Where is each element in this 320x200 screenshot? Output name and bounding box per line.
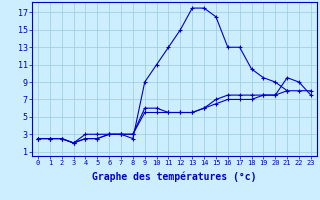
- X-axis label: Graphe des températures (°c): Graphe des températures (°c): [92, 172, 257, 182]
